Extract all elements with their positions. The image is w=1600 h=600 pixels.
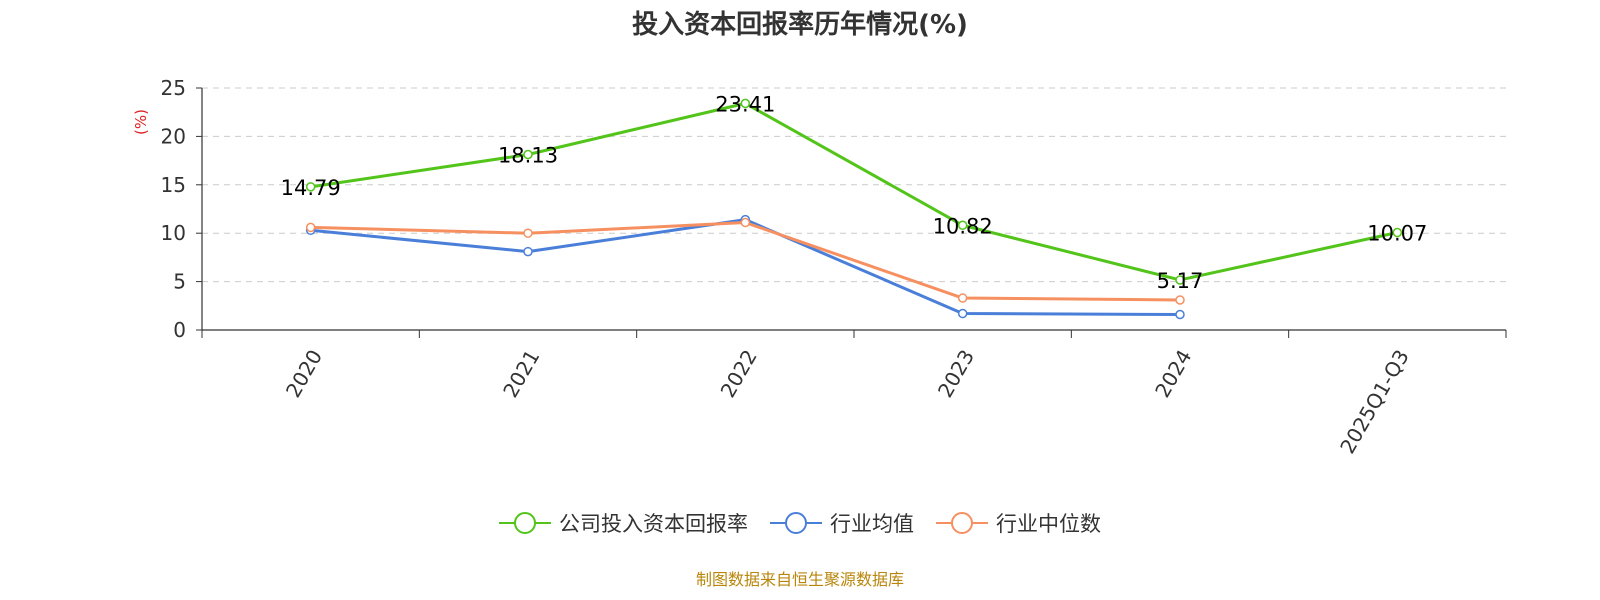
data-point — [740, 98, 751, 109]
series-lines — [305, 98, 1403, 320]
y-tick-label: 0 — [173, 318, 186, 342]
legend-item[interactable]: 行业均值 — [770, 508, 914, 538]
series-line — [310, 221, 1181, 302]
data-label: 14.79 — [281, 176, 341, 200]
y-tick-label: 10 — [161, 221, 186, 245]
data-point — [523, 149, 533, 160]
data-point — [305, 182, 316, 192]
legend-circle — [785, 512, 807, 534]
x-tick-label: 2025Q1-Q3 — [1335, 346, 1414, 458]
data-point — [523, 228, 533, 238]
x-tick-label: 2024 — [1150, 346, 1196, 402]
legend-label: 行业中位数 — [996, 512, 1101, 536]
data-point — [1175, 309, 1185, 320]
legend-label: 公司投入资本回报率 — [559, 512, 748, 536]
data-labels: 14.79 18.13 23.41 10.82 5.17 10.07 — [281, 92, 1428, 293]
legend-marker-icon — [499, 512, 551, 534]
y-tick-label: 5 — [173, 270, 186, 294]
x-tick-label: 2022 — [716, 346, 762, 402]
legend: 公司投入资本回报率 行业均值 行业中位数 — [0, 508, 1600, 538]
data-label: 5.17 — [1157, 269, 1204, 293]
data-point — [1175, 275, 1185, 285]
x-tick-label: 2020 — [281, 346, 327, 402]
data-point — [740, 217, 751, 228]
legend-item[interactable]: 公司投入资本回报率 — [499, 508, 748, 538]
legend-item[interactable]: 行业中位数 — [936, 508, 1101, 538]
data-point — [957, 220, 968, 231]
data-point — [1392, 227, 1403, 238]
data-point — [957, 293, 968, 303]
data-label: 18.13 — [498, 144, 558, 168]
legend-circle — [514, 512, 536, 534]
data-point — [305, 222, 316, 233]
axes: 0 5 10 15 20 25 (%) 2020 2021 2022 2023 2024 2025Q1-… — [132, 76, 1507, 458]
legend-circle — [951, 512, 973, 534]
data-point — [523, 246, 533, 257]
data-point — [1175, 295, 1185, 305]
source-note: 制图数据来自恒生聚源数据库 — [695, 570, 904, 589]
series-line — [310, 101, 1398, 282]
chart-title: 投入资本回报率历年情况(%) — [632, 10, 968, 40]
y-axis-label: (%) — [132, 109, 150, 135]
data-label: 23.41 — [715, 92, 775, 116]
y-tick-label: 20 — [161, 124, 186, 148]
legend-marker-icon — [936, 512, 988, 534]
legend-marker-icon — [770, 512, 822, 534]
legend-label: 行业均值 — [830, 512, 914, 536]
data-label: 10.82 — [933, 214, 993, 238]
x-tick-label: 2021 — [498, 346, 544, 402]
data-label: 10.07 — [1367, 222, 1427, 246]
grid-lines — [202, 87, 1506, 283]
data-point — [957, 308, 968, 319]
y-tick-label: 25 — [161, 76, 186, 100]
x-tick-label: 2023 — [933, 346, 979, 402]
y-tick-label: 15 — [161, 173, 186, 197]
